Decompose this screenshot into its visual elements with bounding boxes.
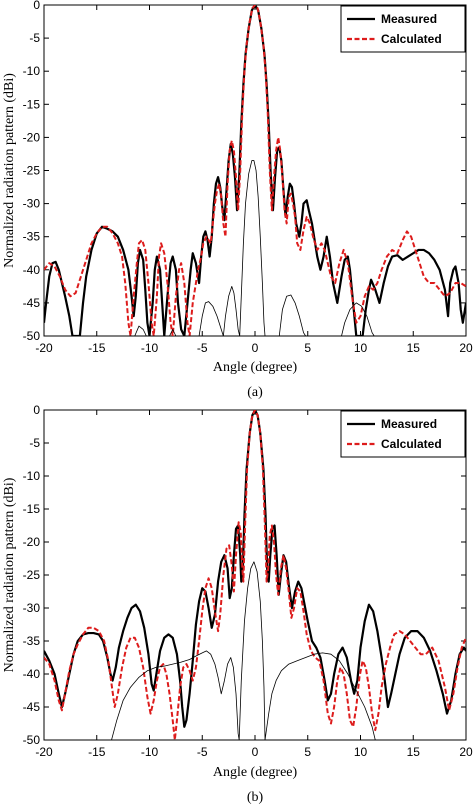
x-tick-label: 0 (252, 745, 259, 759)
panel-caption: (b) (247, 790, 264, 805)
x-tick-label: 10 (354, 745, 368, 759)
y-tick-label: -45 (23, 700, 41, 714)
series-line-measured (44, 410, 466, 728)
x-tick-label: 15 (407, 341, 421, 355)
x-axis-label: Angle (degree) (213, 360, 298, 375)
y-tick-label: 0 (33, 0, 40, 12)
series-line-calculated (44, 410, 466, 740)
panel-caption: (a) (247, 385, 263, 400)
x-tick-label: -10 (141, 745, 159, 759)
y-tick-label: -25 (23, 568, 41, 582)
y-tick-label: -50 (23, 329, 41, 343)
x-axis-label: Angle (degree) (213, 765, 298, 780)
x-tick-label: -5 (197, 745, 208, 759)
legend-box (340, 5, 466, 53)
legend-label-measured: Measured (381, 417, 437, 431)
y-tick-label: -15 (23, 502, 41, 516)
legend-label-calculated: Calculated (381, 437, 442, 451)
x-tick-label: -15 (88, 341, 106, 355)
x-tick-label: 20 (459, 341, 473, 355)
y-tick-label: -25 (23, 164, 41, 178)
y-tick-label: -10 (23, 64, 41, 78)
series-line-reference (134, 160, 375, 336)
x-tick-label: 10 (354, 341, 368, 355)
x-tick-label: -20 (35, 341, 53, 355)
y-axis-label: Normalized radiation pattern (dBi) (2, 477, 17, 672)
legend-label-calculated: Calculated (381, 32, 442, 46)
chart-panel-a: -20 -15 -10 -5 0 5 10 15 200-5-10-15-20-25-30-35… (2, 0, 473, 400)
legend: Measured Calculated (340, 410, 466, 458)
x-tick-label: -15 (88, 745, 106, 759)
y-tick-label: -40 (23, 667, 41, 681)
legend-label-measured: Measured (381, 12, 437, 26)
y-tick-label: -30 (23, 601, 41, 615)
legend: Measured Calculated (340, 5, 466, 53)
y-tick-label: -5 (29, 31, 40, 45)
x-tick-label: 20 (459, 745, 473, 759)
legend-box (340, 410, 466, 458)
chart-panel-b: -20 -15 -10 -5 0 5 10 15 200-5-10-15-20-25-30-35… (2, 403, 473, 805)
x-tick-label: 15 (407, 745, 421, 759)
y-tick-label: -50 (23, 733, 41, 747)
y-tick-label: -20 (23, 130, 41, 144)
y-tick-label: 0 (33, 403, 40, 417)
series-line-calculated (44, 5, 466, 336)
y-tick-label: -20 (23, 535, 41, 549)
y-tick-label: -30 (23, 197, 41, 211)
y-axis-label: Normalized radiation pattern (dBi) (2, 73, 17, 268)
x-tick-label: -20 (35, 745, 53, 759)
x-tick-label: -10 (141, 341, 159, 355)
y-tick-label: -40 (23, 263, 41, 277)
x-tick-label: 0 (252, 341, 259, 355)
x-tick-label: 5 (304, 341, 311, 355)
series-line-measured (44, 5, 466, 336)
x-tick-label: 5 (304, 745, 311, 759)
y-tick-label: -35 (23, 634, 41, 648)
y-tick-label: -10 (23, 469, 41, 483)
y-tick-label: -35 (23, 230, 41, 244)
x-tick-label: -5 (197, 341, 208, 355)
y-tick-label: -5 (29, 436, 40, 450)
plot-area (43, 4, 467, 337)
y-tick-label: -15 (23, 97, 41, 111)
series-line-reference (111, 561, 376, 740)
y-tick-label: -45 (23, 296, 41, 310)
plot-area (43, 409, 467, 741)
